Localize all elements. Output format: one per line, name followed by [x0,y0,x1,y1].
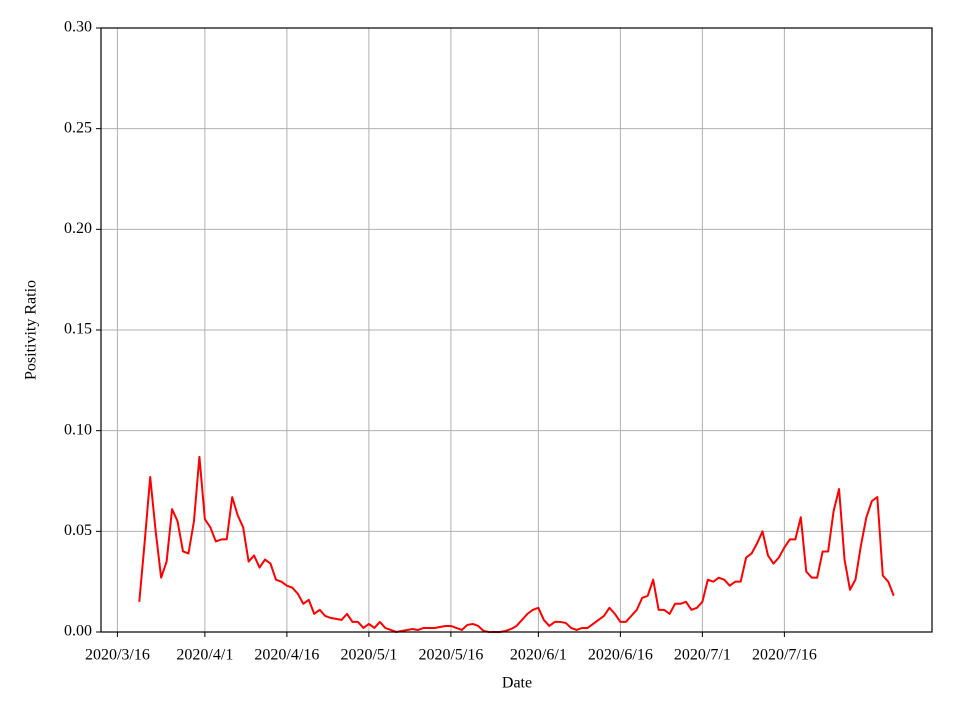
y-tick-label: 0.20 [64,220,92,237]
plot-frame [100,27,933,633]
x-tick-label: 2020/6/16 [588,647,653,664]
x-tick-label: 2020/5/1 [340,647,397,664]
y-tick-label: 0.05 [64,522,92,539]
x-tick-label: 2020/6/1 [510,647,567,664]
y-axis-label: Positivity Ratio [23,280,40,380]
x-axis-label: Date [502,675,532,692]
x-tick-label: 2020/7/1 [674,647,731,664]
x-tick-label: 2020/3/16 [85,647,150,664]
y-tick-label: 0.10 [64,421,92,438]
x-tick-label: 2020/5/16 [418,647,483,664]
data-line [138,455,895,633]
x-tick-label: 2020/4/16 [254,647,319,664]
x-tick-label: 2020/4/1 [176,647,233,664]
y-tick-label: 0.25 [64,119,92,136]
x-tick-label: 2020/7/16 [752,647,817,664]
y-tick-label: 0.15 [64,321,92,338]
y-tick-label: 0.30 [64,19,92,36]
y-tick-label: 0.00 [64,623,92,640]
